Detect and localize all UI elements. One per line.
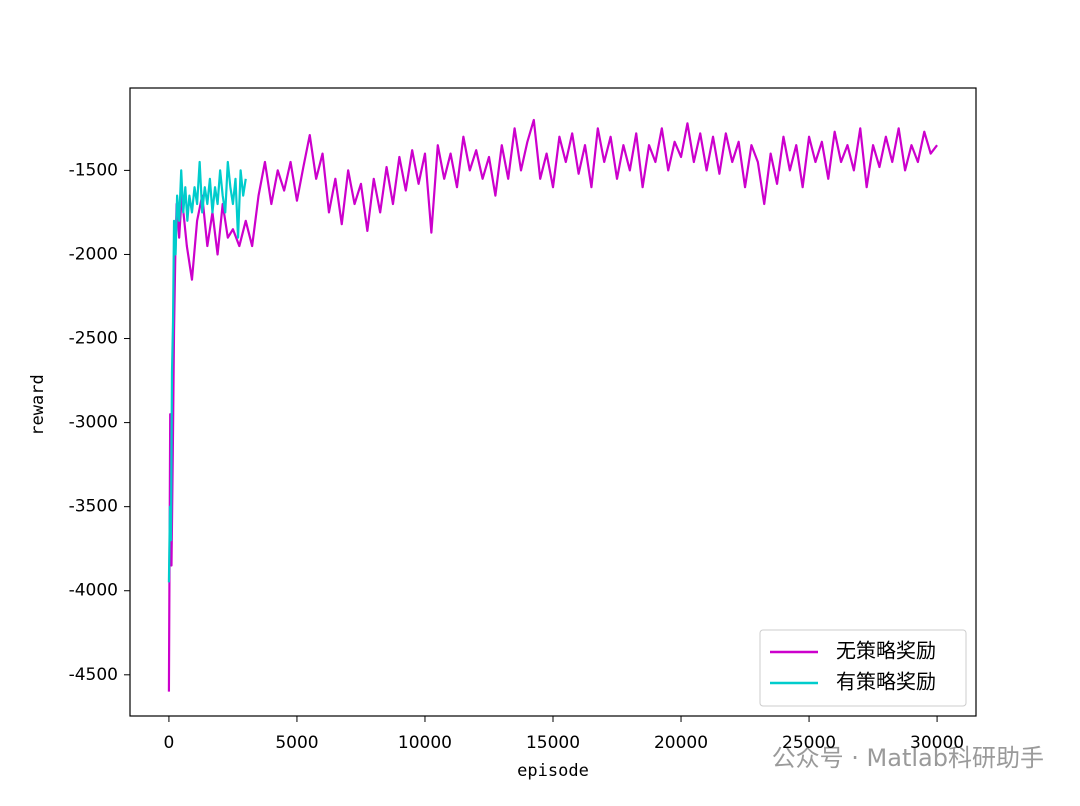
y-tick-label: -3500 [69,497,118,517]
x-tick-label: 15000 [526,733,580,753]
y-tick-label: -3000 [69,413,118,433]
y-tick-label: -4000 [69,581,118,601]
watermark: 公众号 · Matlab科研助手 [772,744,1044,772]
y-tick-label: -2500 [69,329,118,349]
y-axis-label: reward [28,374,48,435]
y-tick-label: -2000 [69,244,118,264]
series-line [167,160,247,583]
x-axis-label: episode [517,761,589,781]
x-tick-label: 30000 [910,733,964,753]
x-tick-label: 0 [164,733,175,753]
plot-area [130,88,976,716]
legend-label: 有策略奖励 [836,670,936,694]
x-tick-label: 20000 [654,733,708,753]
x-tick-label: 25000 [782,733,836,753]
y-tick-label: -1500 [69,160,118,180]
x-tick-label: 5000 [275,733,318,753]
x-tick-label: 10000 [398,733,452,753]
plot-frame [129,87,977,717]
legend-label: 无策略奖励 [836,639,936,663]
series-line [167,118,938,692]
y-tick-label: -4500 [69,665,118,685]
legend-box [759,629,967,707]
